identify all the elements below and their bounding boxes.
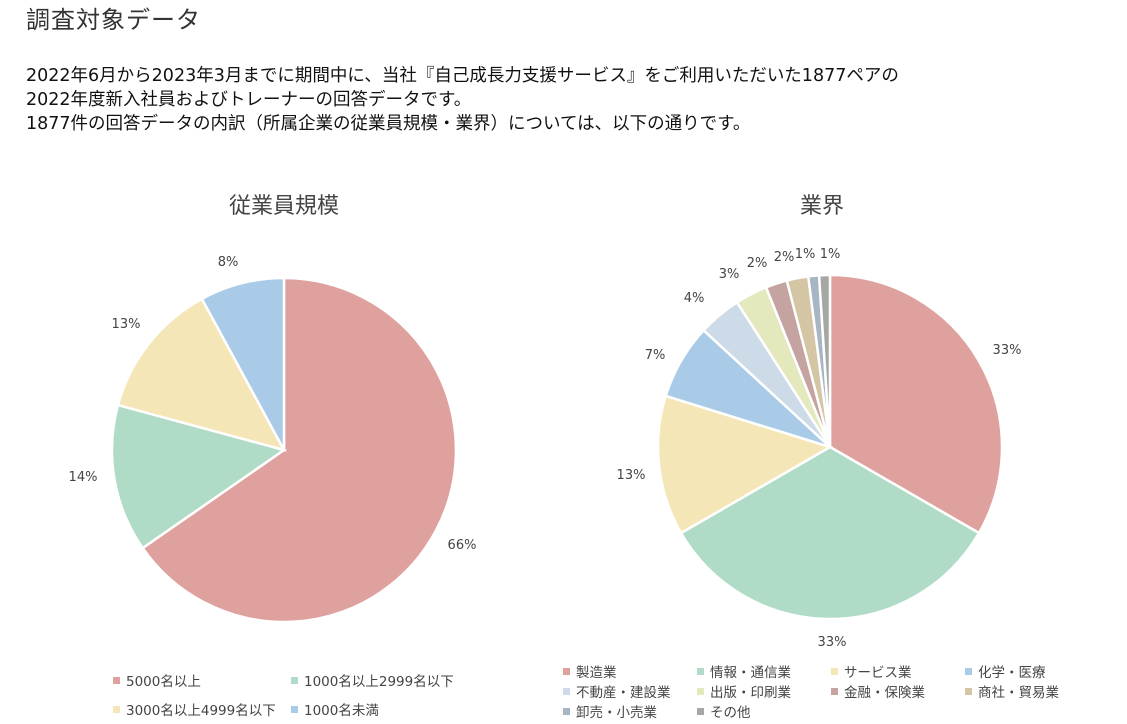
pie-slice <box>116 297 287 452</box>
legend-item: 1000名以上2999名以下 <box>291 670 454 690</box>
legend-item: 出版・印刷業 <box>697 681 791 701</box>
data-label: 2% <box>774 250 795 265</box>
pie-slice <box>110 403 287 550</box>
legend-swatch <box>831 667 838 675</box>
legend-item: 5000名以上 <box>113 670 201 690</box>
legend-item: 商社・貿易業 <box>965 681 1059 701</box>
legend-label: 不動産・建設業 <box>576 685 671 701</box>
legend-item: 金融・保険業 <box>831 681 925 701</box>
legend-swatch <box>831 687 838 695</box>
pie-slice <box>817 273 832 448</box>
legend-item: 卸売・小売業 <box>563 701 657 721</box>
legend-label: 1000名未満 <box>304 703 379 719</box>
legend-label: その他 <box>710 705 751 721</box>
legend-item: 製造業 <box>563 661 617 681</box>
pie-slice <box>200 276 286 451</box>
legend-item: 不動産・建設業 <box>563 681 671 701</box>
pie-slice <box>828 273 1004 535</box>
data-label: 33% <box>818 635 847 650</box>
legend-swatch <box>965 667 972 675</box>
legend-swatch <box>113 676 120 684</box>
legend-swatch <box>965 687 972 695</box>
legend-swatch <box>113 705 120 713</box>
legend-swatch <box>291 705 298 713</box>
legend-item: 情報・通信業 <box>697 661 791 681</box>
chart-title-employee-size: 従業員規模 <box>229 194 339 219</box>
chart-title-industry: 業界 <box>800 194 844 219</box>
intro-text: 2022年6月から2023年3月までに期間中に、当社『自己成長力支援サービス』を… <box>26 64 899 136</box>
data-label: 13% <box>112 317 141 332</box>
intro-line-3: 1877件の回答データの内訳（所属企業の従業員規模・業界）については、以下の通り… <box>26 114 751 134</box>
data-label: 7% <box>645 348 666 363</box>
legend-swatch <box>291 676 298 684</box>
data-label: 4% <box>684 291 705 306</box>
legend-item: 化学・医療 <box>965 661 1046 681</box>
data-label: 66% <box>448 538 477 553</box>
legend-swatch <box>563 707 570 715</box>
page-title: 調査対象データ <box>26 6 201 34</box>
legend-label: 商社・貿易業 <box>978 685 1059 701</box>
data-label: 13% <box>617 468 646 483</box>
data-label: 14% <box>69 470 98 485</box>
data-label: 3% <box>719 267 740 282</box>
legend-item: 1000名未満 <box>291 699 379 719</box>
legend-label: 5000名以上 <box>126 674 201 690</box>
legend-label: 卸売・小売業 <box>576 705 657 721</box>
pie-slice <box>140 276 458 624</box>
pie-slice <box>679 445 981 621</box>
data-label: 2% <box>747 256 768 271</box>
legend-swatch <box>697 667 704 675</box>
pie-slice <box>656 394 834 535</box>
legend-label: 情報・通信業 <box>710 665 791 681</box>
legend-label: 製造業 <box>576 665 617 681</box>
intro-line-2: 2022年度新入社員およびトレーナーの回答データです。 <box>26 90 472 110</box>
legend-label: 金融・保険業 <box>844 685 925 701</box>
legend-item: サービス業 <box>831 661 912 681</box>
legend-item: 3000名以上4999名以下 <box>113 699 276 719</box>
legend-label: 1000名以上2999名以下 <box>304 674 454 690</box>
legend-swatch <box>697 687 704 695</box>
pie-industry: 33%33%13%7%4%3%2% 2% 1% 1% <box>617 247 1022 650</box>
pie-employee-size: 66% 14% 13% 8% <box>69 255 477 624</box>
data-label: 8% <box>218 255 239 270</box>
legend-label: サービス業 <box>844 665 912 681</box>
intro-line-1: 2022年6月から2023年3月までに期間中に、当社『自己成長力支援サービス』を… <box>26 66 899 86</box>
data-label: 1% <box>820 247 841 262</box>
legend-label: 化学・医療 <box>978 665 1046 681</box>
legend-swatch <box>697 707 704 715</box>
data-label: 1% <box>795 247 816 262</box>
legend-swatch <box>563 687 570 695</box>
legend-label: 3000名以上4999名以下 <box>126 703 276 719</box>
data-label: 33% <box>993 343 1022 358</box>
legend-swatch <box>563 667 570 675</box>
legend-label: 出版・印刷業 <box>710 685 791 701</box>
legend-item: その他 <box>697 701 751 721</box>
